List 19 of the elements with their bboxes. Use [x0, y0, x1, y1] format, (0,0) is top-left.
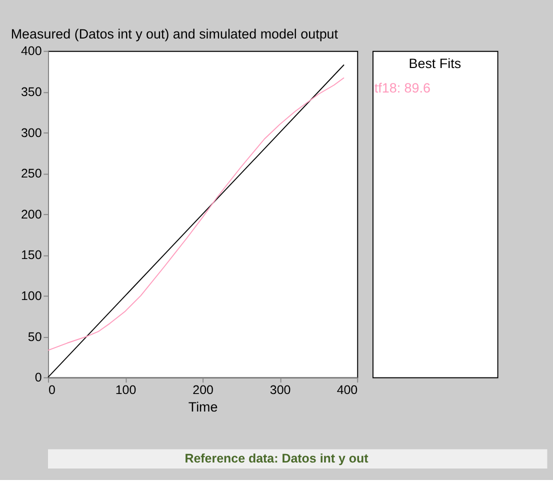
- y-tick-label: 50: [28, 330, 42, 344]
- y-tick-label: 250: [20, 166, 42, 181]
- y-tick-label: 150: [20, 248, 42, 262]
- y-tick-label: 200: [20, 207, 42, 222]
- x-tick-label: 0: [48, 383, 56, 398]
- x-tick-label: 400: [336, 383, 358, 398]
- y-tick-label: 300: [20, 126, 42, 140]
- y-tick-label: 100: [20, 289, 42, 304]
- x-tick-label: 200: [192, 383, 214, 398]
- x-tick-label: 100: [115, 383, 136, 398]
- legend-title: Best Fits: [408, 56, 462, 72]
- x-tick-label: 300: [270, 383, 291, 398]
- y-tick-label: 0: [34, 370, 42, 385]
- x-axis-title: Time: [188, 399, 218, 414]
- chart-title: Measured (Datos int y out) and simulated model output: [10, 26, 338, 42]
- y-tick-label: 350: [20, 84, 42, 99]
- text: Reference data: Datos int y out: [184, 452, 368, 466]
- text: tf18: 89.6: [374, 80, 430, 96]
- y-tick-label: 400: [20, 44, 42, 58]
